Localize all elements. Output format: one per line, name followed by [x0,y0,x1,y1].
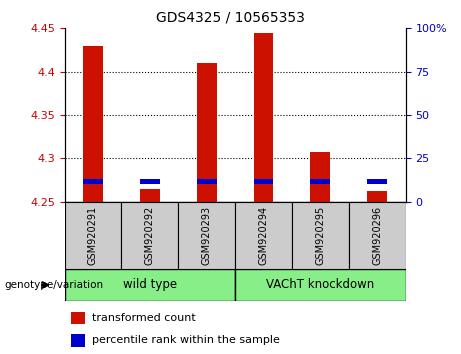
Bar [140,189,160,202]
Bar [83,46,103,202]
Bar [197,179,217,184]
Bar [197,63,217,202]
Bar [367,190,387,202]
Bar [121,202,178,269]
Bar [310,152,331,202]
Text: percentile rank within the sample: percentile rank within the sample [92,335,280,346]
Bar [367,179,387,184]
Text: genotype/variation: genotype/variation [5,280,104,290]
Bar [292,202,349,269]
Text: GSM920291: GSM920291 [88,206,98,265]
Bar [349,202,406,269]
Bar [65,202,121,269]
Text: GSM920294: GSM920294 [259,206,269,265]
Text: GSM920292: GSM920292 [145,206,155,265]
Bar [235,202,292,269]
Text: GSM920295: GSM920295 [315,206,325,265]
Bar [71,312,85,324]
Text: wild type: wild type [123,279,177,291]
Bar [310,179,331,184]
Bar [178,202,235,269]
Text: transformed count: transformed count [92,313,195,323]
Bar [254,179,273,184]
Bar [254,33,273,202]
Bar [83,179,103,184]
Text: GSM920293: GSM920293 [201,206,212,265]
Bar [65,269,235,301]
Bar [140,179,160,184]
Text: GSM920296: GSM920296 [372,206,382,265]
Bar [235,269,406,301]
Bar [71,334,85,347]
Text: VAChT knockdown: VAChT knockdown [266,279,374,291]
Text: GDS4325 / 10565353: GDS4325 / 10565353 [156,11,305,25]
